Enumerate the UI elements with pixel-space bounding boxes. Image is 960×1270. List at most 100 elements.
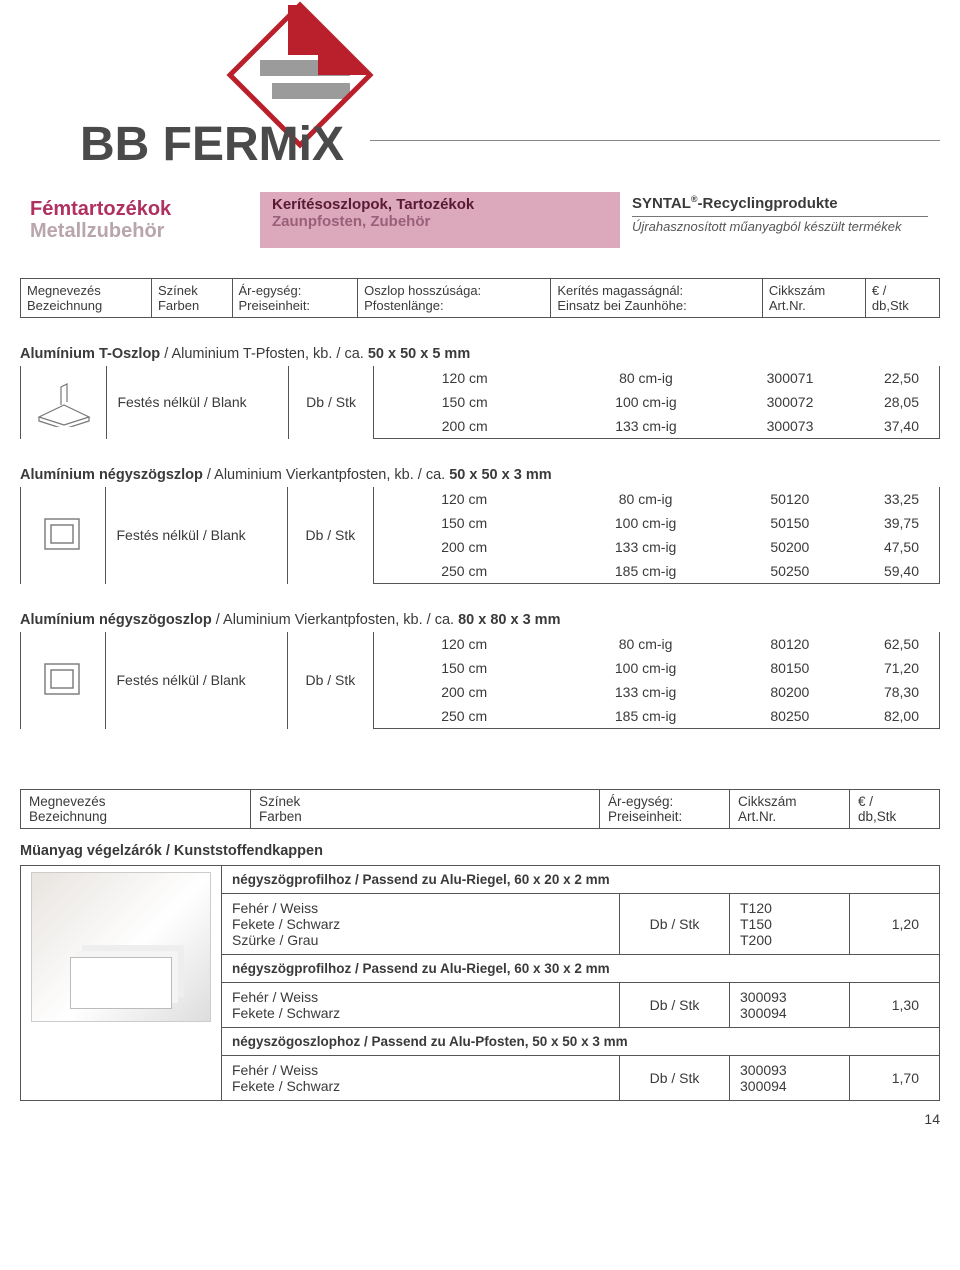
row-price: 78,30 xyxy=(843,680,939,704)
caps-subhead: négyszögprofilhoz / Passend zu Alu-Riege… xyxy=(222,866,940,894)
column-header-table: MegnevezésBezeichnung SzínekFarben Ár-eg… xyxy=(20,278,940,318)
caps-articles: 300093300094 xyxy=(730,1056,850,1101)
caps-articles: 300093300094 xyxy=(730,983,850,1028)
row-price: 39,75 xyxy=(843,511,939,535)
row-article: 50120 xyxy=(736,487,843,511)
row-usage: 100 cm-ig xyxy=(555,511,737,535)
product-color: Festés nélkül / Blank xyxy=(107,366,288,439)
caps-price: 1,70 xyxy=(850,1056,940,1101)
logo-area: BB FERMiX xyxy=(20,0,940,200)
row-article: 300071 xyxy=(737,366,844,390)
product-unit: Db / Stk xyxy=(288,632,373,729)
hdr2-col1: MegnevezésBezeichnung xyxy=(21,790,251,829)
product-table: Festés nélkül / BlankDb / Stk120 cm80 cm… xyxy=(20,366,940,439)
row-length: 250 cm xyxy=(373,704,555,729)
row-price: 28,05 xyxy=(843,390,939,414)
hdr2-col2: SzínekFarben xyxy=(251,790,600,829)
product-section: Alumínium négyszögoszlop / Aluminium Vie… xyxy=(20,612,940,729)
caps-unit: Db / Stk xyxy=(620,1056,730,1101)
row-length: 200 cm xyxy=(374,414,555,439)
row-length: 150 cm xyxy=(373,656,555,680)
row-usage: 100 cm-ig xyxy=(555,656,737,680)
row-length: 250 cm xyxy=(373,559,555,584)
product-section: Alumínium T-Oszlop / Aluminium T-Pfosten… xyxy=(20,346,940,439)
hdr-col2: SzínekFarben xyxy=(151,279,232,318)
section-title: Alumínium négyszögoszlop / Aluminium Vie… xyxy=(20,612,940,628)
product-section: Alumínium négyszögszlop / Aluminium Vier… xyxy=(20,467,940,584)
caps-unit: Db / Stk xyxy=(620,894,730,955)
banner-left: Fémtartozékok Metallzubehör xyxy=(20,192,260,248)
hdr-col7: € /db,Stk xyxy=(865,279,939,318)
row-article: 80120 xyxy=(736,632,843,656)
product-unit: Db / Stk xyxy=(288,366,373,439)
logo-text: BB FERMiX xyxy=(80,118,344,171)
row-price: 59,40 xyxy=(843,559,939,584)
product-table: Festés nélkül / BlankDb / Stk120 cm80 cm… xyxy=(20,487,940,584)
hdr-col4: Oszlop hosszúsága:Pfostenlänge: xyxy=(358,279,551,318)
column-header-table-2: MegnevezésBezeichnung SzínekFarben Ár-eg… xyxy=(20,789,940,829)
hdr2-col4: CikkszámArt.Nr. xyxy=(730,790,850,829)
product-color: Festés nélkül / Blank xyxy=(106,632,288,729)
row-length: 200 cm xyxy=(373,535,555,559)
caps-subhead: négyszögprofilhoz / Passend zu Alu-Riege… xyxy=(222,955,940,983)
hdr-col1: MegnevezésBezeichnung xyxy=(21,279,152,318)
banner-right: SYNTAL®-Recyclingprodukte Újrahasznosíto… xyxy=(620,192,940,248)
banner-subtitle: Újrahasznosított műanyagból készült term… xyxy=(632,216,928,234)
row-price: 62,50 xyxy=(843,632,939,656)
row-usage: 133 cm-ig xyxy=(555,535,737,559)
product-icon xyxy=(21,366,107,439)
hdr-col3: Ár-egység:Preiseinheit: xyxy=(232,279,358,318)
row-usage: 80 cm-ig xyxy=(555,632,737,656)
row-article: 50200 xyxy=(736,535,843,559)
row-price: 82,00 xyxy=(843,704,939,729)
caps-unit: Db / Stk xyxy=(620,983,730,1028)
banner-hu1: Fémtartozékok xyxy=(30,198,250,220)
banner-mid: Kerítésoszlopok, Tartozékok Zaunpfosten,… xyxy=(260,192,620,248)
caps-subhead: négyszögoszlophoz / Passend zu Alu-Pfost… xyxy=(222,1028,940,1056)
row-price: 47,50 xyxy=(843,535,939,559)
row-usage: 80 cm-ig xyxy=(555,487,737,511)
caps-photo xyxy=(21,866,222,1101)
banner-de1: Metallzubehör xyxy=(30,220,250,242)
row-length: 150 cm xyxy=(374,390,555,414)
row-length: 120 cm xyxy=(373,487,555,511)
row-length: 150 cm xyxy=(373,511,555,535)
row-usage: 133 cm-ig xyxy=(555,680,737,704)
row-usage: 133 cm-ig xyxy=(555,414,736,439)
banner: Fémtartozékok Metallzubehör Kerítésoszlo… xyxy=(20,192,940,248)
bb-fermix-logo: BB FERMiX xyxy=(80,0,560,180)
caps-title: Müanyag végelzárók / Kunststoffendkappen xyxy=(20,843,940,859)
row-price: 33,25 xyxy=(843,487,939,511)
row-article: 300072 xyxy=(737,390,844,414)
row-usage: 100 cm-ig xyxy=(555,390,736,414)
caps-colors: Fehér / WeissFekete / Schwarz xyxy=(222,1056,620,1101)
row-length: 120 cm xyxy=(374,366,555,390)
product-table: Festés nélkül / BlankDb / Stk120 cm80 cm… xyxy=(20,632,940,729)
hdr-col5: Kerítés magasságnál:Einsatz bei Zaunhöhe… xyxy=(551,279,763,318)
row-article: 50250 xyxy=(736,559,843,584)
row-price: 37,40 xyxy=(843,414,939,439)
row-article: 300073 xyxy=(737,414,844,439)
row-article: 80150 xyxy=(736,656,843,680)
hdr2-col3: Ár-egység:Preiseinheit: xyxy=(600,790,730,829)
row-article: 80200 xyxy=(736,680,843,704)
row-length: 120 cm xyxy=(373,632,555,656)
caps-articles: T120T150T200 xyxy=(730,894,850,955)
banner-de2: Zaunpfosten, Zubehör xyxy=(272,213,608,230)
caps-price: 1,20 xyxy=(850,894,940,955)
product-icon xyxy=(21,632,106,729)
row-article: 50150 xyxy=(736,511,843,535)
caps-colors: Fehér / WeissFekete / SchwarzSzürke / Gr… xyxy=(222,894,620,955)
product-color: Festés nélkül / Blank xyxy=(106,487,288,584)
hdr2-col5: € /db,Stk xyxy=(850,790,940,829)
row-usage: 80 cm-ig xyxy=(555,366,736,390)
section-title: Alumínium T-Oszlop / Aluminium T-Pfosten… xyxy=(20,346,940,362)
row-length: 200 cm xyxy=(373,680,555,704)
section-title: Alumínium négyszögszlop / Aluminium Vier… xyxy=(20,467,940,483)
caps-colors: Fehér / WeissFekete / Schwarz xyxy=(222,983,620,1028)
row-usage: 185 cm-ig xyxy=(555,704,737,729)
row-article: 80250 xyxy=(736,704,843,729)
row-price: 22,50 xyxy=(843,366,939,390)
caps-price: 1,30 xyxy=(850,983,940,1028)
page-number: 14 xyxy=(20,1111,940,1127)
